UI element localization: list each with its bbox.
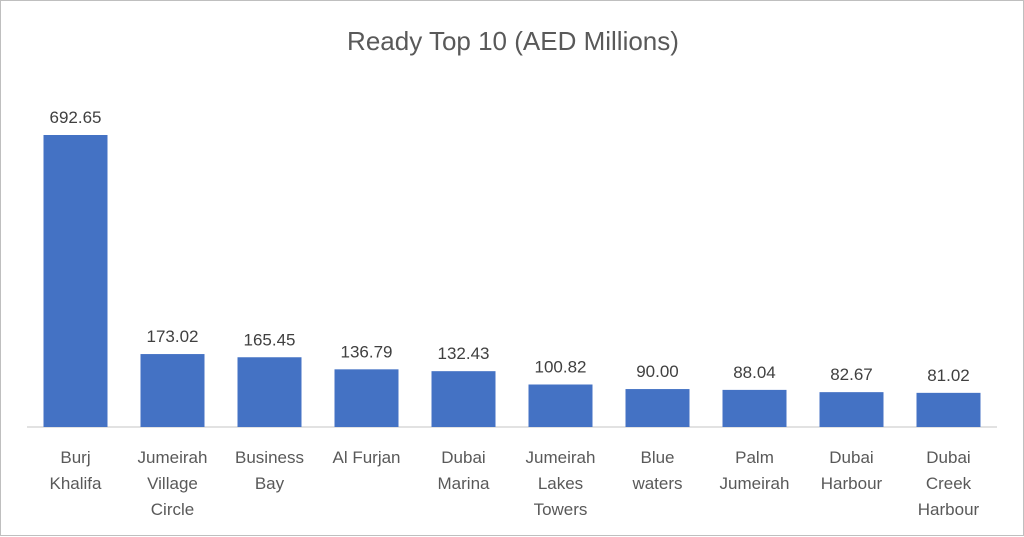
x-tick-label: Burj Khalifa [50,448,103,493]
data-label: 100.82 [535,357,587,376]
data-label: 692.65 [50,108,102,127]
chart-title: Ready Top 10 (AED Millions) [347,26,679,56]
bar [528,384,593,427]
data-label: 81.02 [927,366,970,385]
bar [916,392,981,427]
bar [140,354,205,427]
data-label: 82.67 [830,365,873,384]
bar [431,371,496,427]
x-tick-label: Al Furjan [332,448,400,467]
data-label: 90.00 [636,362,679,381]
bar [334,369,399,427]
x-tick-label: Jumeirah Village Circle [138,448,208,519]
x-tick-label: Jumeirah Lakes Towers [526,448,596,519]
x-tick-label: Dubai Creek Harbour [918,448,980,519]
data-label: 173.02 [147,327,199,346]
bar [625,389,690,427]
bar [722,389,787,427]
data-label: 132.43 [438,344,490,363]
data-label: 88.04 [733,363,776,382]
bar [819,392,884,427]
x-tick-label: Palm Jumeirah [720,448,790,493]
bar [237,357,302,427]
x-tick-label: Business Bay [235,448,304,493]
bar [43,135,108,427]
x-tick-label: Dubai Harbour [821,448,883,493]
data-label: 165.45 [244,330,296,349]
data-label: 136.79 [341,342,393,361]
x-tick-label: Dubai Marina [438,448,491,493]
x-tick-label: Blue waters [631,448,682,493]
